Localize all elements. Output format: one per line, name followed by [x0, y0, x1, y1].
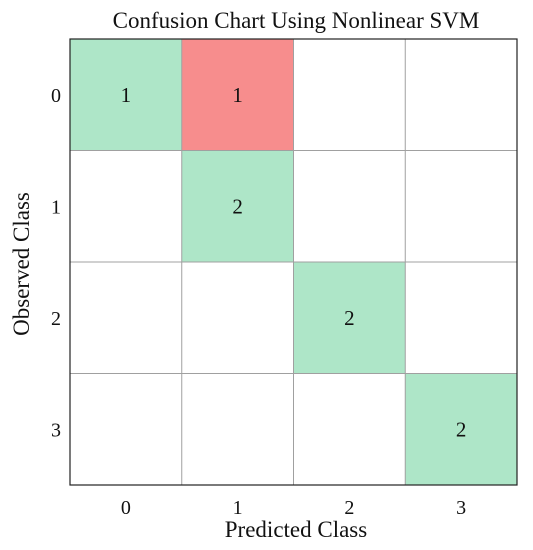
- y-axis-label: Observed Class: [9, 192, 34, 336]
- cell-2-3: [405, 262, 517, 374]
- cell-value-0-0: 1: [121, 83, 132, 107]
- cell-1-1: [181, 150, 294, 262]
- cell-2-0: [70, 262, 182, 374]
- cell-1-3: [405, 150, 517, 262]
- y-tick-label: 2: [51, 308, 61, 330]
- x-axis-tick-labels: 0 1 2 3: [121, 497, 466, 519]
- cell-0-0: [70, 39, 182, 151]
- x-axis-label: Predicted Class: [225, 517, 367, 542]
- cell-value-labels: 1 1 2 2 2: [121, 83, 467, 442]
- plot-frame: [69, 38, 518, 486]
- x-tick-label: 0: [121, 497, 131, 519]
- cell-value-2-2: 2: [344, 306, 355, 330]
- cell-3-0: [70, 373, 182, 485]
- cell-2-2: [293, 262, 406, 374]
- cell-1-0: [70, 150, 182, 262]
- y-axis-tick-labels: 0 1 2 3: [51, 85, 61, 442]
- x-tick-label: 2: [344, 497, 354, 519]
- grid-lines: [70, 39, 517, 485]
- cell-3-1: [181, 373, 294, 485]
- chart-title: Confusion Chart Using Nonlinear SVM: [113, 8, 480, 33]
- y-tick-label: 1: [51, 196, 61, 218]
- cell-3-3: [405, 373, 517, 485]
- cell-value-1-1: 2: [232, 194, 243, 218]
- cell-3-2: [293, 373, 406, 485]
- x-tick-label: 1: [233, 497, 243, 519]
- cell-1-2: [293, 150, 406, 262]
- cell-0-2: [293, 39, 406, 151]
- cell-value-0-1: 1: [232, 83, 243, 107]
- cell-0-3: [405, 39, 517, 151]
- cell-2-1: [181, 262, 294, 374]
- y-tick-label: 3: [51, 419, 61, 441]
- cell-0-1: [181, 39, 294, 151]
- matrix-cells: [70, 39, 517, 485]
- y-tick-label: 0: [51, 85, 61, 107]
- cell-value-3-3: 2: [456, 417, 467, 441]
- x-tick-label: 3: [456, 497, 466, 519]
